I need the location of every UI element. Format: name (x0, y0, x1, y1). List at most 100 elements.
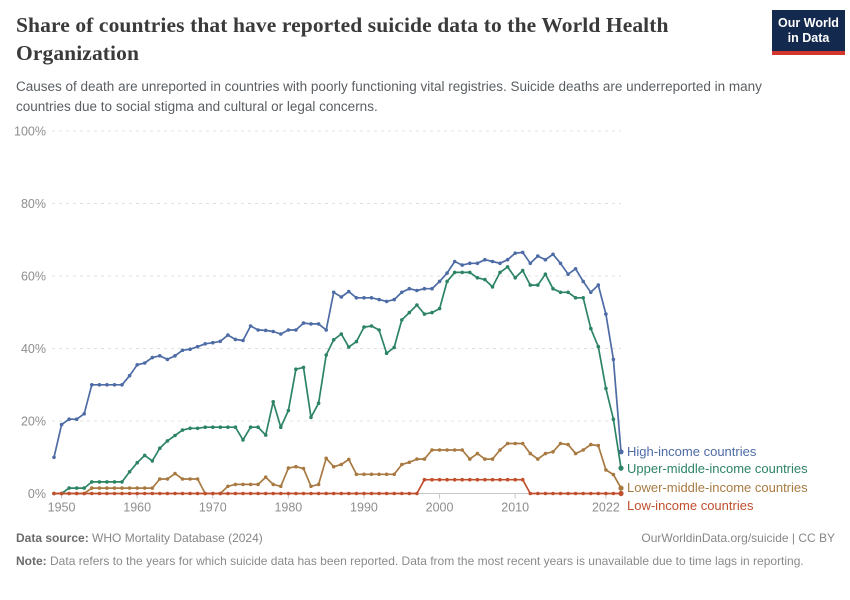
data-point[interactable] (490, 259, 495, 264)
data-point[interactable] (618, 449, 624, 455)
data-point[interactable] (120, 486, 124, 490)
data-point[interactable] (286, 466, 291, 470)
data-point[interactable] (611, 417, 616, 422)
data-point[interactable] (513, 477, 517, 482)
data-point[interactable] (573, 267, 578, 271)
data-point[interactable] (241, 438, 245, 442)
data-point[interactable] (256, 425, 260, 430)
data-point[interactable] (558, 290, 563, 295)
data-point[interactable] (611, 472, 616, 477)
data-point[interactable] (354, 339, 359, 344)
data-point[interactable] (294, 491, 298, 496)
data-point[interactable] (384, 491, 389, 496)
data-point[interactable] (112, 486, 117, 490)
data-point[interactable] (596, 443, 601, 448)
data-point[interactable] (339, 332, 344, 336)
data-point[interactable] (339, 462, 344, 467)
data-point[interactable] (475, 477, 480, 482)
data-point[interactable] (513, 251, 517, 255)
data-point[interactable] (558, 441, 563, 446)
data-point[interactable] (589, 290, 593, 295)
data-point[interactable] (105, 486, 109, 490)
data-point[interactable] (180, 348, 185, 353)
data-point[interactable] (52, 491, 56, 496)
data-point[interactable] (604, 468, 608, 472)
data-point[interactable] (475, 261, 480, 266)
data-point[interactable] (415, 288, 419, 293)
data-point[interactable] (241, 482, 245, 487)
data-point[interactable] (165, 439, 170, 443)
data-point[interactable] (150, 355, 155, 360)
data-point[interactable] (377, 297, 381, 302)
data-point[interactable] (558, 491, 563, 496)
data-point[interactable] (142, 453, 147, 458)
data-point[interactable] (82, 491, 86, 496)
data-point[interactable] (74, 417, 79, 422)
data-point[interactable] (226, 491, 230, 496)
data-point[interactable] (271, 400, 276, 404)
data-point[interactable] (460, 270, 465, 275)
data-point[interactable] (468, 457, 472, 461)
data-point[interactable] (437, 477, 442, 482)
data-point[interactable] (324, 456, 329, 461)
data-point[interactable] (407, 310, 412, 315)
data-point[interactable] (445, 271, 449, 275)
data-point[interactable] (543, 257, 548, 262)
data-point[interactable] (67, 486, 71, 490)
owid-logo[interactable]: Our World in Data (772, 10, 845, 55)
data-point[interactable] (392, 472, 397, 477)
data-point[interactable] (460, 477, 465, 482)
data-point[interactable] (498, 261, 502, 266)
data-point[interactable] (400, 491, 404, 496)
data-point[interactable] (279, 491, 283, 496)
data-point[interactable] (528, 491, 533, 496)
data-point[interactable] (581, 491, 585, 496)
data-point[interactable] (158, 477, 162, 481)
data-point[interactable] (67, 491, 71, 496)
data-point[interactable] (263, 491, 268, 496)
data-point[interactable] (347, 457, 351, 462)
data-point[interactable] (309, 322, 313, 326)
data-point[interactable] (158, 446, 162, 451)
data-point[interactable] (294, 367, 298, 372)
data-point[interactable] (135, 491, 139, 496)
data-point[interactable] (460, 263, 465, 267)
data-point[interactable] (90, 383, 94, 387)
data-point[interactable] (490, 477, 495, 482)
data-point[interactable] (520, 250, 525, 255)
data-point[interactable] (294, 328, 298, 332)
data-point[interactable] (105, 480, 109, 484)
data-point[interactable] (468, 477, 472, 482)
data-point[interactable] (505, 257, 510, 262)
data-point[interactable] (369, 324, 374, 328)
data-point[interactable] (59, 422, 64, 427)
data-point[interactable] (263, 328, 268, 333)
data-point[interactable] (158, 354, 162, 358)
data-point[interactable] (536, 491, 540, 496)
data-point[interactable] (384, 299, 389, 304)
data-point[interactable] (400, 462, 404, 467)
data-point[interactable] (596, 283, 601, 287)
data-point[interactable] (135, 486, 139, 490)
data-point[interactable] (165, 357, 170, 362)
data-point[interactable] (74, 491, 79, 496)
data-point[interactable] (573, 491, 578, 496)
data-point[interactable] (233, 337, 238, 342)
data-point[interactable] (218, 491, 223, 496)
data-point[interactable] (203, 491, 207, 496)
data-point[interactable] (445, 279, 449, 284)
data-point[interactable] (105, 491, 109, 496)
data-point[interactable] (165, 491, 170, 496)
data-point[interactable] (339, 295, 344, 299)
data-point[interactable] (180, 477, 185, 481)
data-point[interactable] (263, 475, 268, 480)
data-point[interactable] (331, 464, 336, 469)
data-point[interactable] (248, 425, 253, 430)
data-point[interactable] (127, 491, 132, 496)
data-point[interactable] (505, 477, 510, 482)
data-point[interactable] (195, 477, 200, 481)
data-point[interactable] (498, 477, 502, 482)
data-point[interactable] (558, 261, 563, 266)
data-point[interactable] (581, 279, 585, 284)
data-point[interactable] (339, 491, 344, 496)
